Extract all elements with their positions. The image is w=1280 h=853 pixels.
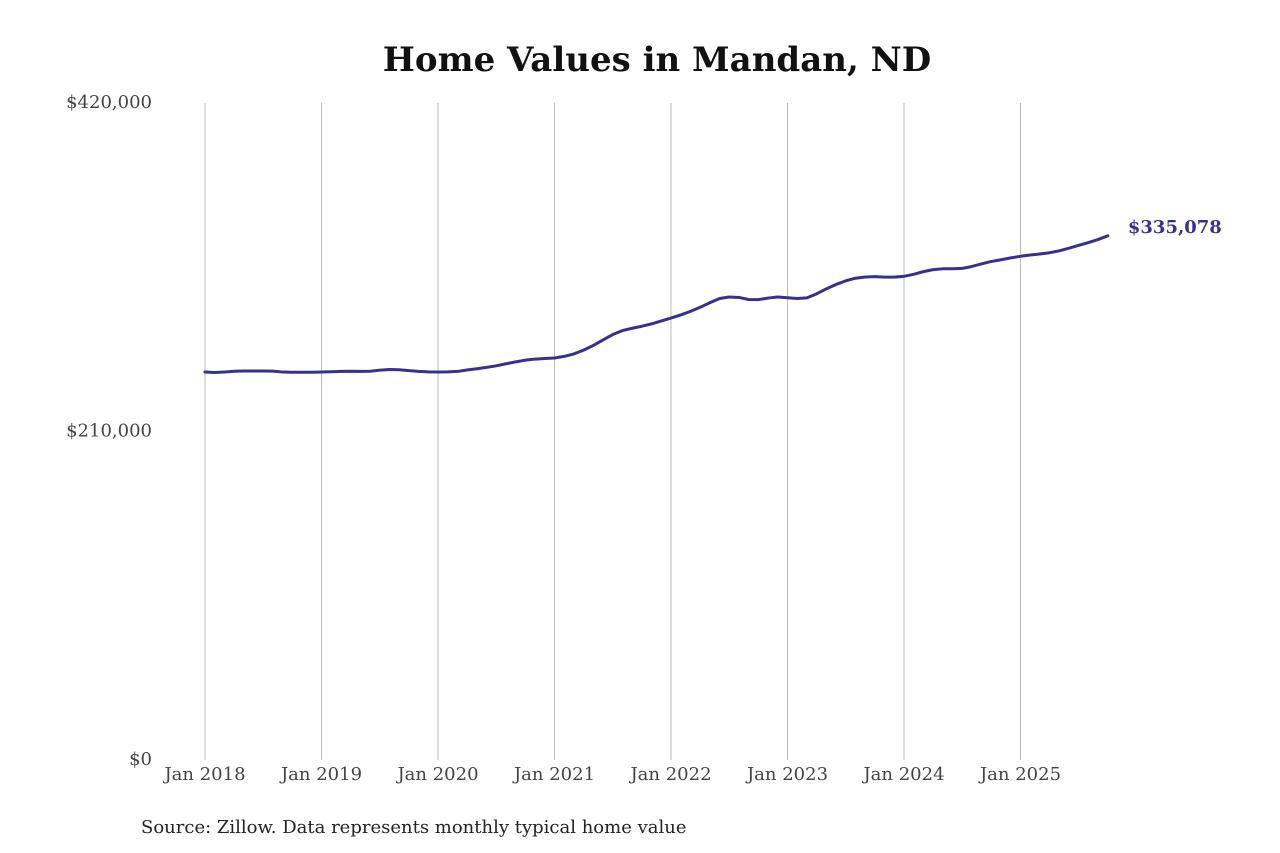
x-tick-label: Jan 2022 bbox=[628, 764, 711, 785]
x-tick-label: Jan 2023 bbox=[745, 764, 828, 785]
x-tick-label: Jan 2025 bbox=[978, 764, 1061, 785]
value-label: $335,078 bbox=[1128, 217, 1222, 238]
y-tick-label: $420,000 bbox=[66, 92, 152, 113]
x-tick-label: Jan 2024 bbox=[861, 764, 944, 785]
source-note: Source: Zillow. Data represents monthly … bbox=[141, 817, 687, 838]
line bbox=[203, 234, 1110, 375]
x-tick-label: Jan 2018 bbox=[162, 764, 245, 785]
y-tick-label: $0 bbox=[129, 749, 152, 770]
chart-title: Home Values in Mandan, ND bbox=[383, 40, 931, 80]
y-tick-label: $210,000 bbox=[66, 421, 152, 442]
x-tick-label: Jan 2020 bbox=[395, 764, 478, 785]
x-tick-label: Jan 2021 bbox=[512, 764, 595, 785]
x-tick-label: Jan 2019 bbox=[279, 764, 362, 785]
